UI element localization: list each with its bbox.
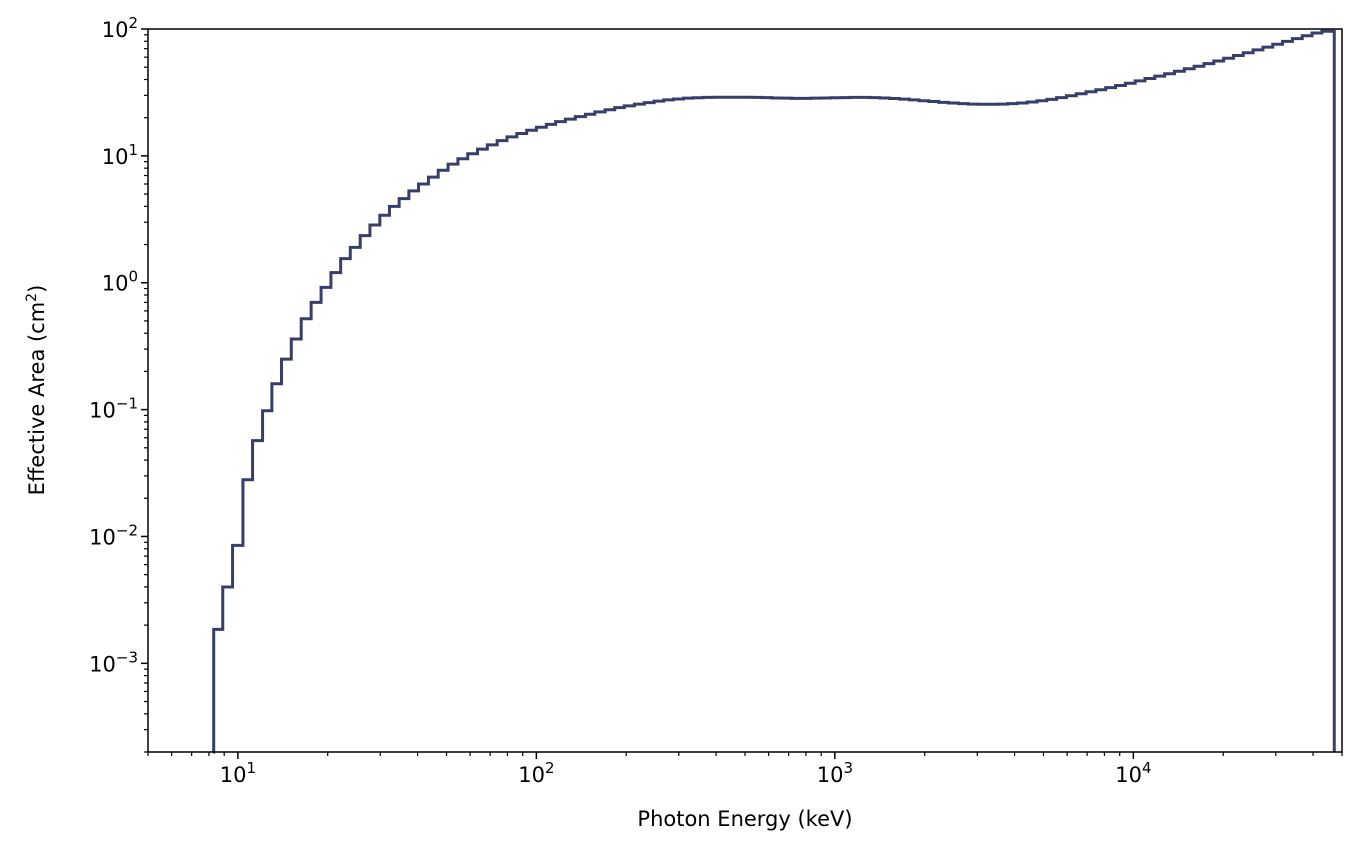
x-axis-label: Photon Energy (keV) (637, 807, 852, 831)
x-tick-label-base: 10 (220, 763, 247, 787)
y-tick-label: 100 (102, 268, 138, 296)
y-tick-label: 10−3 (89, 648, 138, 676)
x-tick-label-exp: 1 (246, 759, 256, 777)
x-tick-label-base: 10 (1115, 763, 1142, 787)
x-tick-label: 103 (817, 759, 853, 787)
y-tick-label-base: 10 (89, 652, 116, 676)
series-layer (212, 29, 1336, 754)
x-tick-label: 104 (1115, 759, 1151, 787)
y-axis-label: Effective Area (cm2) (24, 285, 49, 496)
y-tick-label: 102 (102, 14, 138, 42)
y-axis-label-text: Effective Area (cm (25, 302, 49, 496)
x-tick-label-base: 10 (518, 763, 545, 787)
y-tick-label-exp: −2 (116, 521, 138, 539)
x-tick-label-exp: 2 (545, 759, 555, 777)
x-tick-label-exp: 3 (843, 759, 853, 777)
x-tick-label: 101 (220, 759, 256, 787)
y-tick-label-exp: 0 (128, 268, 138, 286)
y-axis-label-sup: 2 (24, 293, 40, 302)
y-axis-label-close: ) (25, 285, 49, 293)
series-line-0 (212, 29, 1336, 754)
y-tick-label-exp: −1 (116, 395, 138, 413)
y-tick-label-exp: 1 (128, 141, 138, 159)
y-tick-label: 10−1 (89, 395, 138, 423)
y-tick-label: 10−2 (89, 521, 138, 549)
y-tick-label-base: 10 (102, 272, 129, 296)
x-tick-label: 102 (518, 759, 554, 787)
x-tick-label-base: 10 (817, 763, 844, 787)
plot-frame (147, 28, 1343, 753)
y-tick-label-base: 10 (89, 525, 116, 549)
y-tick-label-exp: −3 (116, 648, 138, 666)
y-tick-label-base: 10 (102, 18, 129, 42)
y-tick-label: 101 (102, 141, 138, 169)
y-tick-label-exp: 2 (128, 14, 138, 32)
y-tick-label-base: 10 (89, 399, 116, 423)
y-tick-label-base: 10 (102, 145, 129, 169)
x-tick-label-exp: 4 (1142, 759, 1152, 777)
